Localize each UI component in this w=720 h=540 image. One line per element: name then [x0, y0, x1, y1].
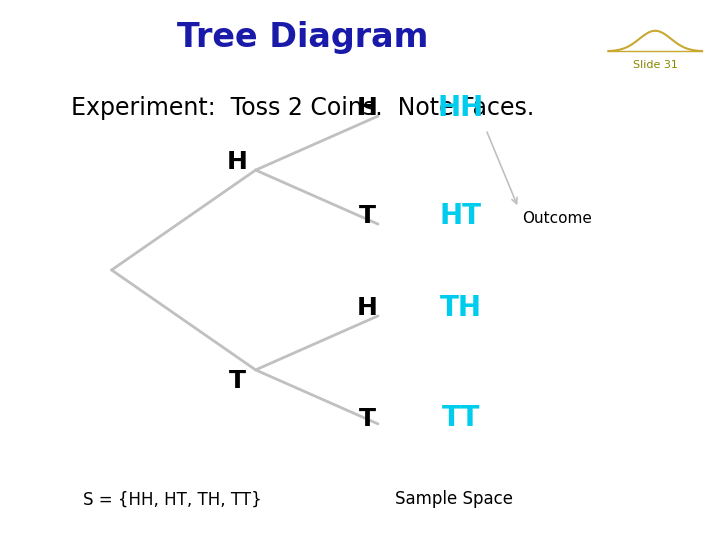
Text: TH: TH [440, 294, 482, 322]
Text: Sample Space: Sample Space [395, 490, 513, 509]
Text: HT: HT [440, 202, 482, 230]
Text: T: T [229, 369, 246, 393]
Text: T: T [359, 204, 376, 228]
Text: T: T [359, 407, 376, 430]
Text: H: H [357, 96, 377, 120]
Text: Experiment:  Toss 2 Coins.  Note Faces.: Experiment: Toss 2 Coins. Note Faces. [71, 96, 534, 120]
Text: Outcome: Outcome [522, 211, 592, 226]
Text: Slide 31: Slide 31 [633, 60, 678, 70]
Text: Tree Diagram: Tree Diagram [176, 21, 428, 55]
Text: S = {HH, HT, TH, TT}: S = {HH, HT, TH, TT} [83, 490, 261, 509]
Text: TT: TT [441, 404, 480, 433]
Text: HH: HH [438, 94, 484, 122]
Text: H: H [357, 296, 377, 320]
Text: H: H [228, 150, 248, 174]
